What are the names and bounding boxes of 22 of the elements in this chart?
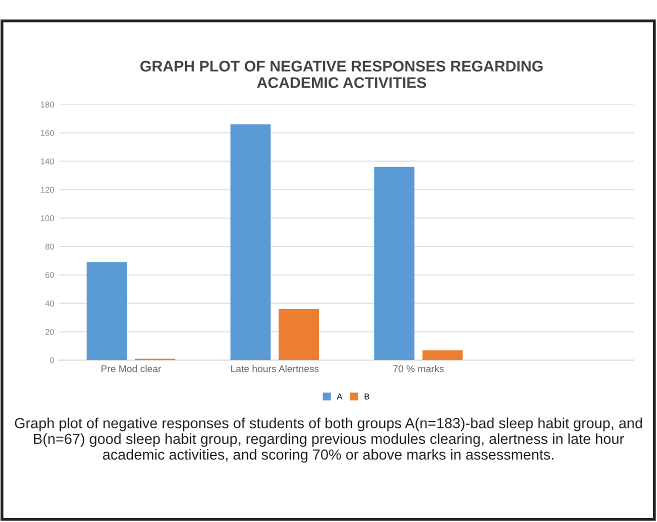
y-tick-label: 160 [41, 130, 54, 136]
bar [230, 124, 271, 360]
y-tick-label: 0 [50, 357, 54, 364]
y-tick-label: 120 [41, 186, 54, 193]
x-tick-label: Pre Mod clear [102, 365, 162, 372]
y-tick-label: 40 [45, 300, 54, 306]
x-tick-label: 70 % marks [393, 365, 444, 372]
bar [278, 309, 319, 360]
y-tick-label: 60 [45, 272, 54, 278]
y-tick-label: 20 [45, 328, 54, 335]
y-tick-label: 100 [41, 215, 54, 222]
bar [86, 262, 127, 360]
legend-label: B [364, 394, 370, 400]
bar [374, 166, 414, 360]
x-tick-label: Late hours Alertness [231, 365, 319, 372]
y-tick-label: 80 [45, 244, 54, 250]
chart-title: GRAPH PLOT OF NEGATIVE RESPONSES REGARDING ACADEMIC ACTIVITIES [140, 60, 543, 88]
y-tick-label: 140 [41, 158, 54, 164]
bar [422, 350, 463, 360]
legend-label: A [336, 394, 342, 400]
y-tick-label: 180 [41, 102, 54, 108]
text: Graph plot of negative responses of students of both groups A(n=183)-bad sleep habit group, and B(n=67) good sleep habit group, regarding previous modules clearing, alertness in late hour academic activities, and scoring 70% or above marks in assessments. [14, 418, 642, 463]
